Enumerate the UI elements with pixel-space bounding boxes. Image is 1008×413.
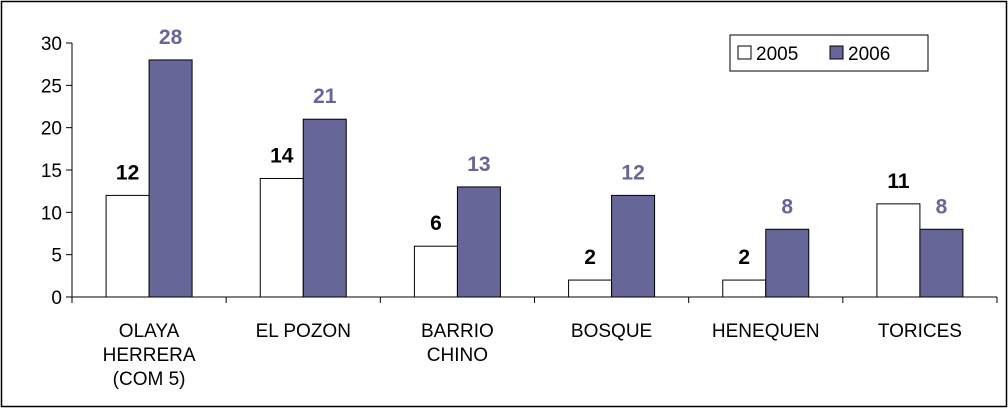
axes: 0 5 10 15 20 25 30 [41,34,998,309]
legend-label-2005: 2005 [756,44,798,65]
data-label-2005: 12 [116,161,139,184]
x-tick-label: BARRIO CHINO [421,321,494,366]
bar-2006 [456,186,501,298]
x-tick-label: OLAYA HERRERA (COM 5) [103,321,196,390]
data-label-2005: 2 [738,246,750,269]
x-tick-label: EL POZON [256,321,351,342]
x-tick-label-line: HERRERA [103,345,196,366]
data-label-2006: 13 [467,153,490,176]
y-tick-label: 5 [51,246,62,267]
legend-label-2006: 2006 [848,44,890,65]
x-tick-label-line: BOSQUE [571,321,652,342]
x-tick-labels: OLAYA HERRERA (COM 5) EL POZON BARRIO CHINO BO… [103,321,962,390]
legend: 2005 2006 [729,34,929,72]
legend-swatch-2005 [737,45,752,60]
bar-2006 [302,118,347,298]
x-tick-label-line: EL POZON [256,321,351,342]
data-label-2006: 8 [936,195,948,218]
bar-2005 [722,279,767,298]
y-tick-label: 15 [41,161,62,182]
data-label-2006: 28 [159,26,183,49]
x-tick-label: BOSQUE [571,321,652,342]
data-label-2005: 14 [270,144,294,167]
legend-box [729,34,929,72]
data-label-2005: 11 [887,170,910,193]
data-label-2006: 12 [621,161,644,184]
data-label-2005: 2 [584,246,596,269]
bars [105,59,964,298]
y-tick-label: 25 [41,76,62,97]
x-tick-label-line: (COM 5) [113,369,186,390]
bar-2006 [611,194,656,298]
y-tick-label: 30 [41,34,62,55]
x-tick-label-line: HENEQUEN [712,321,820,342]
bar-2005 [105,194,150,298]
x-tick-label-line: TORICES [878,321,962,342]
legend-swatch-2006 [829,45,844,60]
data-label-2005: 6 [430,212,442,235]
data-label-2006: 8 [781,195,793,218]
bar-2005 [413,245,458,298]
bar-2005 [876,203,921,298]
y-tick-label: 0 [51,288,62,309]
x-tick-label-line: OLAYA [119,321,180,342]
bar-2006 [148,59,193,298]
x-tick-label: TORICES [878,321,962,342]
bar-2005 [568,279,613,298]
data-label-2006: 21 [313,85,337,108]
x-tick-label-line: CHINO [427,345,488,366]
x-tick-label-line: BARRIO [421,321,494,342]
y-tick-label: 10 [41,203,62,224]
y-tick-label: 20 [41,119,62,140]
bar-2005 [259,177,304,298]
bar-2006 [765,228,810,298]
bar-2006 [919,228,964,298]
x-tick-label: HENEQUEN [712,321,820,342]
